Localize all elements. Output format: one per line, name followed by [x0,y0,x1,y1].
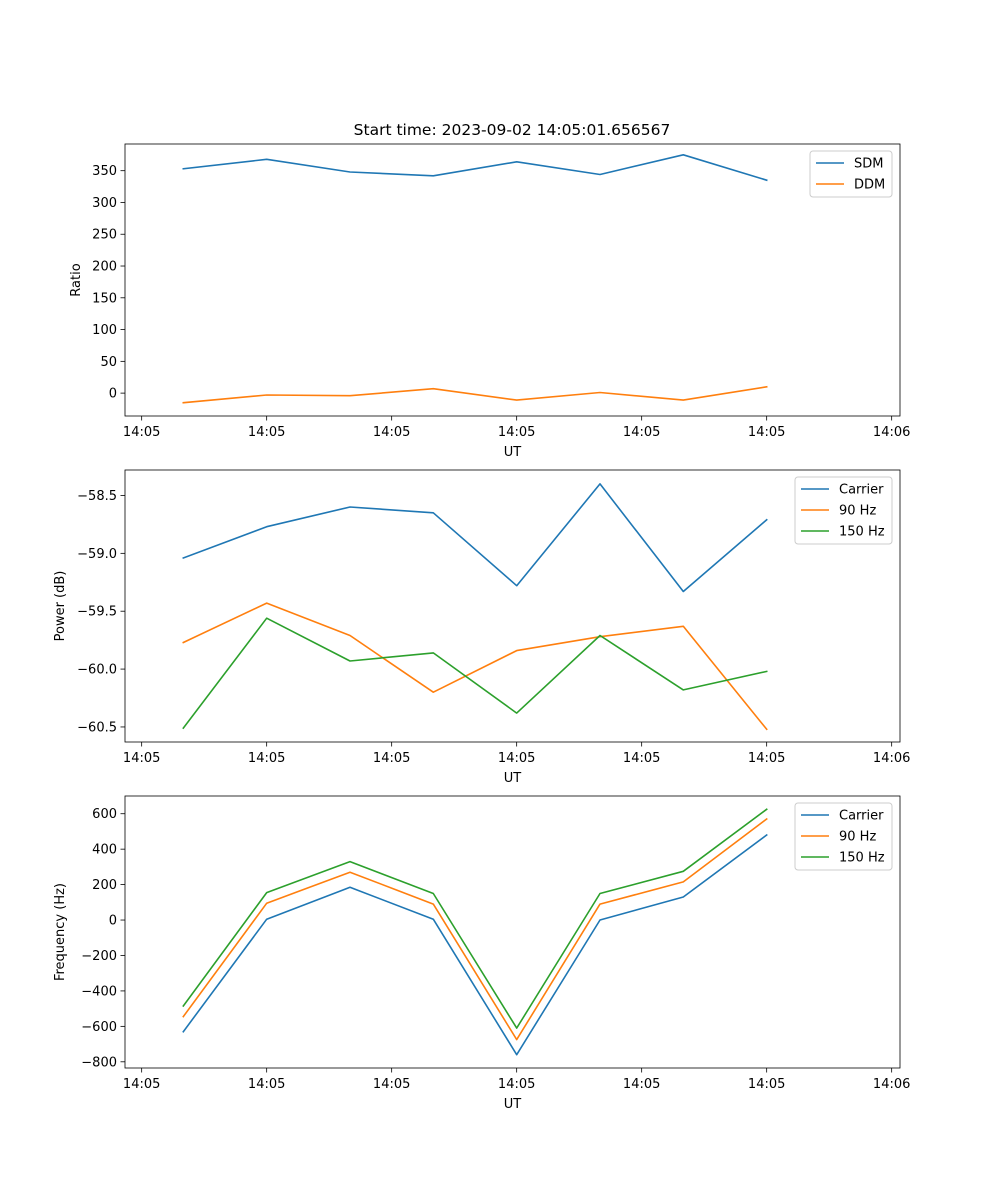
chart1-legend-label-ddm: DDM [854,178,885,193]
chart2-legend-label-carrier: Carrier [839,483,884,498]
chart2-legend-label-150-hz: 150 Hz [839,525,885,540]
chart1-x-axis-label: UT [504,445,522,460]
chart1-y-tick-label: 0 [109,387,117,402]
chart3-y-tick-label: −600 [81,1020,117,1035]
chart2-x-tick-label: 14:05 [123,751,160,766]
chart1-x-tick-label: 14:05 [623,425,660,440]
chart2-x-tick-label: 14:05 [748,751,785,766]
chart1-x-tick-label: 14:05 [498,425,535,440]
chart2-x-tick-label: 14:05 [248,751,285,766]
chart2-legend-box [794,476,893,545]
chart2-x-tick-label: 14:05 [498,751,535,766]
chart1-group: 14:05 14:05 14:05 14:05 14:05 14:05 14:06 0 50 10… [69,143,910,460]
chart2-series-150-hz-line [182,617,768,730]
chart3-plot-frame [124,795,901,1069]
chart3-y-tick-label: 0 [109,914,117,929]
chart1-plot-frame [124,143,901,417]
chart3-y-tick-label: −200 [81,949,117,964]
chart2-series-90-hz-line [182,602,768,731]
chart2-plot-frame [124,469,901,743]
chart1-y-tick-label: 100 [92,323,117,338]
chart1-y-tick-label: 150 [92,291,117,306]
chart3-x-tick-label: 14:05 [748,1077,785,1092]
chart2-x-tick-label: 14:05 [373,751,410,766]
chart3-x-tick-label: 14:05 [373,1077,410,1092]
chart3-legend-box [794,802,893,871]
chart3-x-tick-label: 14:05 [123,1077,160,1092]
chart2-y-tick-label: −59.5 [77,605,117,620]
chart3-series-150-hz-line [182,808,768,1029]
chart1-y-axis-label: Ratio [69,263,84,296]
chart3-x-axis-label: UT [504,1097,522,1112]
chart2-x-axis-label: UT [504,771,522,786]
chart2-y-tick-label: −58.5 [77,489,117,504]
chart3-legend-label-carrier: Carrier [839,809,884,824]
chart2-y-tick-label: −60.5 [77,720,117,735]
chart1-legend-label-sdm: SDM [854,157,883,172]
chart3-x-tick-label: 14:05 [623,1077,660,1092]
chart3-y-axis-label: Frequency (Hz) [53,883,68,981]
chart1-x-tick-label: 14:05 [748,425,785,440]
chart2-group: 14:05 14:05 14:05 14:05 14:05 14:05 14:06 −60.5… [53,469,910,786]
chart2-y-axis-label: Power (dB) [53,571,68,642]
chart3-x-tick-label: 14:06 [873,1077,910,1092]
chart2-y-tick-label: −60.0 [77,663,117,678]
chart1-series-sdm-line [182,154,768,182]
chart1-y-tick-label: 50 [100,355,117,370]
chart3-series-carrier-line [182,833,768,1056]
chart1-x-tick-label: 14:05 [123,425,160,440]
chart3-y-tick-label: 200 [92,878,117,893]
chart1-x-tick-label: 14:06 [873,425,910,440]
chart3-x-tick-label: 14:05 [498,1077,535,1092]
chart3-group: 14:05 14:05 14:05 14:05 14:05 14:05 14:06 −800 −… [53,795,910,1112]
chart1-y-tick-label: 200 [92,260,117,275]
chart2-x-tick-label: 14:05 [623,751,660,766]
chart3-y-tick-label: −400 [81,984,117,999]
chart3-y-tick-label: 400 [92,843,117,858]
chart3-y-tick-label: 600 [92,807,117,822]
chart3-x-tick-label: 14:05 [248,1077,285,1092]
chart3-legend-label-90-hz: 90 Hz [839,830,876,845]
chart2-legend-label-90-hz: 90 Hz [839,504,876,519]
chart1-series-ddm-line [182,385,768,404]
chart2-y-tick-label: −59.0 [77,547,117,562]
figure-title: Start time: 2023-09-02 14:05:01.656567 [354,121,671,139]
chart1-x-tick-label: 14:05 [248,425,285,440]
chart2-x-tick-label: 14:06 [873,751,910,766]
chart2-series-carrier-line [182,483,768,593]
chart3-legend-label-150-hz: 150 Hz [839,851,885,866]
chart1-y-tick-label: 250 [92,228,117,243]
chart3-series-90-hz-line [182,817,768,1041]
chart1-x-tick-label: 14:05 [373,425,410,440]
chart1-y-tick-label: 300 [92,196,117,211]
chart3-y-tick-label: −800 [81,1055,117,1070]
chart1-y-tick-label: 350 [92,164,117,179]
